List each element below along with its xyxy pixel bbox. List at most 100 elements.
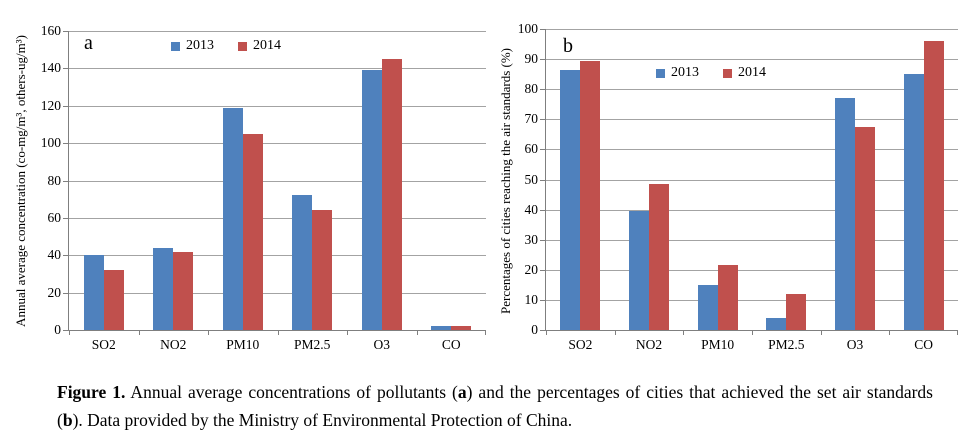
gridline-60: [546, 149, 958, 150]
y-tick-label: 40: [47, 247, 62, 263]
bar-2013-CO: [903, 74, 924, 330]
y-tick-label: 0: [531, 322, 538, 337]
y-tick-label: 120: [40, 97, 61, 113]
legend-swatch: [723, 68, 732, 78]
gridline-80: [546, 89, 958, 90]
x-category-label: PM10: [701, 337, 735, 352]
bar-2013-PM10: [697, 284, 718, 330]
y-tick-label: 100: [40, 135, 61, 151]
x-tick: [208, 330, 209, 335]
y-tick-label: 30: [524, 231, 539, 247]
x-tick: [752, 330, 753, 335]
y-tick-0: [540, 330, 546, 331]
y-tick-40: [63, 255, 69, 256]
y-tick-100: [540, 29, 546, 30]
bar-2014-O3: [381, 59, 402, 330]
legend-item-2014: 2014: [723, 66, 766, 80]
bar-2014-SO2: [103, 270, 124, 330]
bar-2013-O3: [835, 98, 855, 330]
bar-2014-O3: [855, 126, 875, 330]
bar-2014-PM2.5: [786, 293, 807, 330]
gridline-90: [546, 59, 958, 60]
x-tick: [485, 330, 486, 335]
legend-label: 2014: [738, 65, 766, 80]
figure-caption: Figure 1. Annual average concentrations …: [57, 378, 933, 434]
x-category-label: O3: [846, 337, 864, 352]
x-category-label: SO2: [91, 337, 116, 352]
bar-2013-O3: [361, 70, 382, 330]
x-tick: [69, 330, 70, 335]
y-tick-60: [63, 218, 69, 219]
x-category-label: NO2: [635, 337, 663, 352]
y-tick-10: [540, 300, 546, 301]
gridline-30: [546, 240, 958, 241]
x-tick: [347, 330, 348, 335]
y-tick-140: [63, 68, 69, 69]
gridline-50: [546, 180, 958, 181]
legend: 2013 2014: [171, 39, 281, 53]
legend-label: 2013: [186, 38, 214, 53]
x-tick: [821, 330, 822, 335]
bar-2014-NO2: [173, 251, 194, 330]
bar-2013-NO2: [629, 211, 649, 330]
y-tick-160: [63, 31, 69, 32]
y-tick-label: 140: [40, 60, 61, 76]
panel-label-b: b: [563, 35, 573, 57]
x-tick: [546, 330, 547, 335]
gridline-100: [69, 143, 486, 144]
legend-swatch: [238, 41, 247, 51]
y-tick-label: 50: [524, 171, 539, 187]
y-tick-80: [63, 181, 69, 182]
gridline-20: [546, 270, 958, 271]
gridline-140: [69, 68, 486, 69]
y-tick-label: 80: [524, 81, 539, 97]
y-tick-50: [540, 180, 546, 181]
gridline-40: [546, 210, 958, 211]
chart-panel-a: Annual average concentration (co-mg/m³, …: [0, 0, 490, 370]
y-tick-label: 100: [517, 21, 538, 36]
bar-2013-SO2: [83, 255, 104, 330]
bar-2014-PM2.5: [312, 210, 333, 330]
bar-2014-CO: [451, 326, 472, 330]
y-tick-label: 80: [47, 172, 62, 188]
y-tick-40: [540, 210, 546, 211]
caption-segment: Annual average concentrations of polluta…: [125, 382, 458, 402]
bar-2013-PM2.5: [292, 195, 313, 330]
caption-segment: Figure 1.: [57, 382, 126, 402]
y-tick-20: [540, 270, 546, 271]
gridline-60: [69, 218, 486, 219]
y-tick-label: 160: [40, 23, 61, 38]
bar-2014-SO2: [580, 60, 601, 330]
legend-swatch: [656, 68, 665, 78]
legend: 2013 2014: [656, 66, 766, 80]
bar-2014-PM10: [242, 133, 263, 330]
y-tick-label: 60: [524, 141, 539, 157]
x-tick: [889, 330, 890, 335]
x-tick: [615, 330, 616, 335]
y-tick-label: 40: [524, 201, 539, 217]
x-category-label: PM10: [226, 337, 260, 352]
y-tick-90: [540, 59, 546, 60]
y-tick-label: 90: [524, 51, 539, 67]
gridline-160: [69, 31, 486, 32]
x-tick: [957, 330, 958, 335]
y-tick-label: 20: [47, 284, 62, 300]
plot-area: 2013 2014 0 10 20 30 40 50 60 70 80 90 100 SO2 NO2 PM1…: [518, 21, 958, 352]
bar-2014-NO2: [649, 184, 669, 330]
bar-2013-NO2: [153, 247, 174, 330]
gridline-100: [546, 29, 958, 30]
x-category-label: CO: [914, 337, 934, 352]
x-category-label: SO2: [568, 337, 593, 352]
legend-item-2013: 2013: [171, 39, 214, 53]
x-category-label: PM2.5: [294, 337, 331, 352]
y-tick-70: [540, 119, 546, 120]
y-tick-label: 20: [524, 261, 539, 277]
y-tick-20: [63, 293, 69, 294]
x-tick: [417, 330, 418, 335]
x-category-label: CO: [441, 337, 461, 352]
gridline-40: [69, 255, 486, 256]
y-tick-label: 60: [47, 209, 62, 225]
caption-segment: ). Data provided by the Ministry of Envi…: [72, 410, 573, 430]
y-tick-60: [540, 149, 546, 150]
